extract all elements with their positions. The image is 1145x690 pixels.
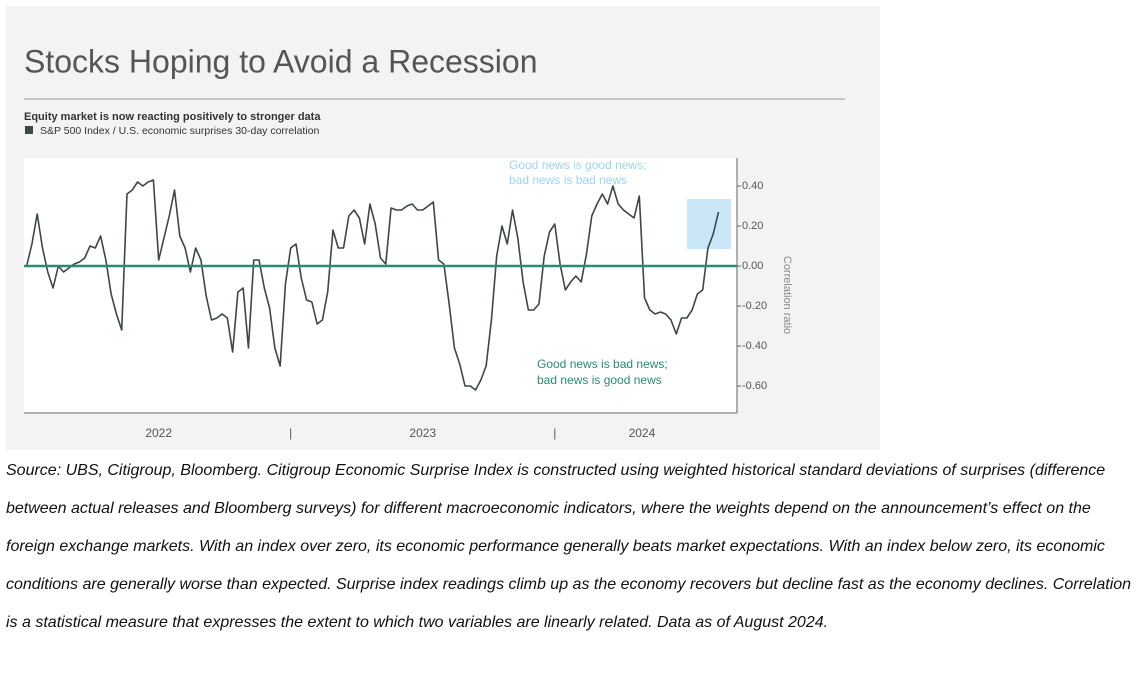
x-tick-label: 2022 xyxy=(145,426,172,440)
annotation: bad news is bad news xyxy=(509,173,627,187)
plot-area xyxy=(24,158,737,413)
legend-label: S&P 500 Index / U.S. economic surprises … xyxy=(40,125,320,137)
plot xyxy=(24,158,741,414)
y-tick-label: -0.40 xyxy=(742,340,767,352)
data-line xyxy=(25,179,720,391)
y-tick-label: -0.60 xyxy=(742,380,767,392)
y-tick-label: 0.40 xyxy=(742,180,763,192)
annotation: bad news is good news xyxy=(537,373,662,387)
y-tick-label: 0.20 xyxy=(742,220,763,232)
y-tick-label: -0.20 xyxy=(742,300,767,312)
annotation: Good news is bad news; xyxy=(537,357,668,371)
x-tick-label: 2023 xyxy=(409,426,436,440)
footnote: Source: UBS, Citigroup, Bloomberg. Citig… xyxy=(6,462,1132,631)
y-axis-label: Correlation ratio xyxy=(781,256,793,334)
chart: Stocks Hoping to Avoid a Recession Equit… xyxy=(6,6,880,450)
x-tick-label: | xyxy=(289,426,292,440)
y-tick-label: 0.00 xyxy=(742,260,763,272)
highlight-box xyxy=(687,199,731,249)
annotation: Good news is good news; xyxy=(509,158,646,172)
chart-subtitle: Equity market is now reacting positively… xyxy=(24,111,321,123)
x-tick-label: 2024 xyxy=(629,426,656,440)
chart-title: Stocks Hoping to Avoid a Recession xyxy=(24,43,537,79)
legend-swatch xyxy=(25,126,33,134)
x-tick-label: | xyxy=(553,426,556,440)
